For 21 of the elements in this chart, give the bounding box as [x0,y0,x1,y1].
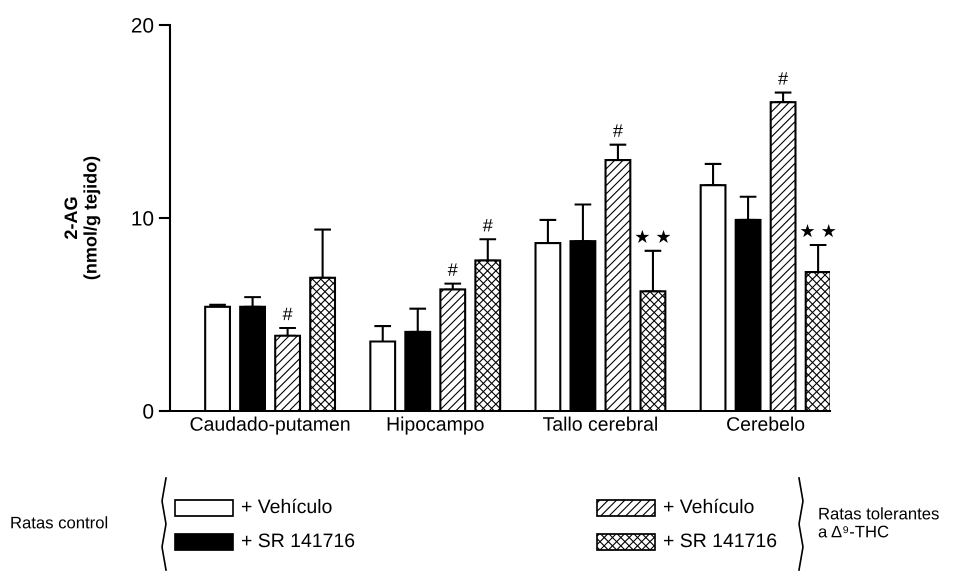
legend-label: + SR 141716 [664,533,776,548]
y-tick-label: 20 [132,18,154,33]
y-axis-title: 2-AG (nmol/g tejido) [64,156,100,280]
data-label: # [282,308,293,320]
data-label: # [778,72,788,85]
data-label: # [448,263,458,276]
legend-label: + SR 141716 [242,533,354,548]
x-tick-label: Cerebelo [727,416,804,431]
data-label: ★ ★ [800,224,836,238]
y-tick-label: 10 [132,211,154,226]
legend-label: + Vehículo [242,498,332,514]
text: Ratas tolerantes a Δ⁹-THC [818,507,939,538]
y-tick-label: 0 [143,404,154,419]
x-tick-label: Hipocampo [388,416,484,435]
data-label: # [612,124,623,137]
legend-label: + Vehículo [664,498,754,514]
text: Ratas control [11,516,108,528]
x-tick-label: Tallo cerebral [543,416,657,431]
x-tick-label: Caudado-putamen [190,416,350,435]
data-label: # [482,218,493,232]
data-label: ★ ★ [635,230,670,243]
